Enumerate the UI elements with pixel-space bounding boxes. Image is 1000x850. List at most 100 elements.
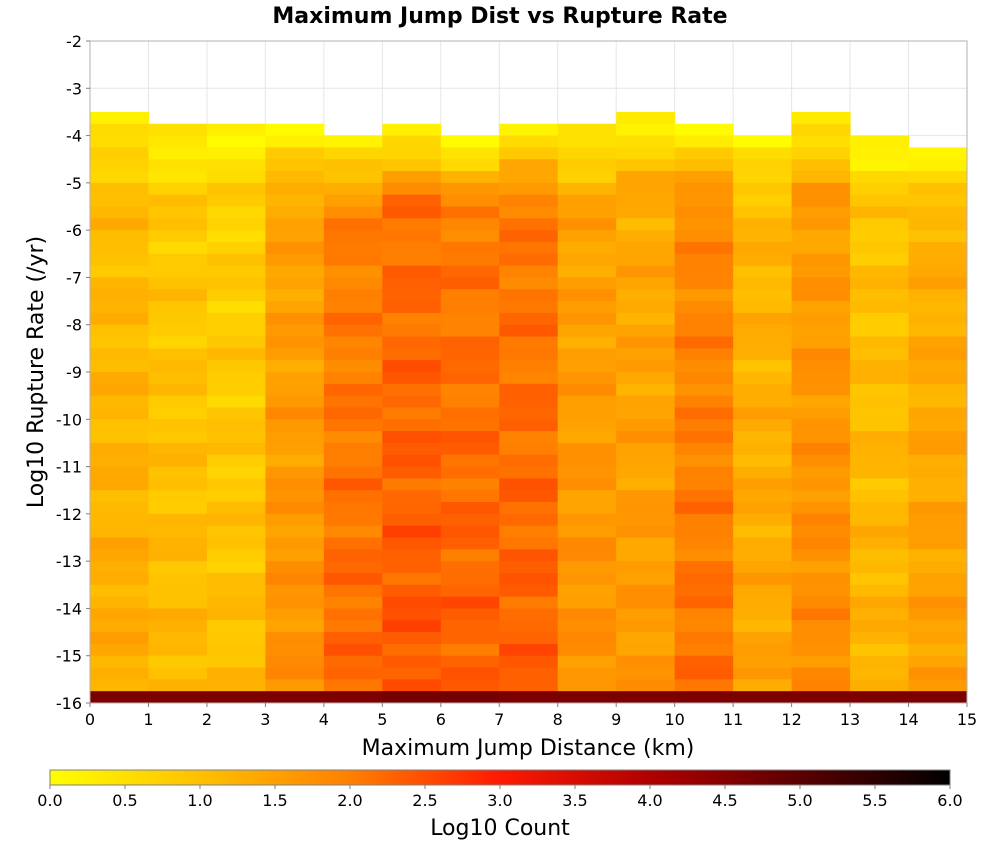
y-tick-label: -3 bbox=[66, 79, 82, 98]
heatmap-cell bbox=[206, 360, 266, 373]
heatmap-cell bbox=[791, 312, 851, 326]
heatmap-cell bbox=[908, 442, 968, 456]
heatmap-cell bbox=[148, 348, 208, 361]
heatmap-cell bbox=[499, 360, 559, 373]
heatmap-cell bbox=[148, 466, 208, 479]
heatmap-cell bbox=[674, 549, 734, 562]
heatmap-cell bbox=[850, 454, 910, 468]
heatmap-cell bbox=[850, 301, 910, 314]
heatmap-cell bbox=[148, 584, 208, 598]
heatmap-cell bbox=[499, 679, 559, 692]
heatmap-cell bbox=[440, 171, 500, 184]
heatmap-cell bbox=[323, 490, 383, 503]
heatmap-cell bbox=[148, 596, 208, 609]
heatmap-cell bbox=[791, 549, 851, 562]
heatmap-cell bbox=[323, 312, 383, 326]
heatmap-cell bbox=[206, 691, 266, 704]
heatmap-cell bbox=[733, 691, 793, 704]
heatmap-cell bbox=[616, 442, 676, 456]
heatmap-cell bbox=[323, 265, 383, 278]
colorbar-tick-label: 1.5 bbox=[262, 791, 287, 810]
y-tick-label: -9 bbox=[66, 363, 82, 382]
heatmap-cell bbox=[850, 513, 910, 527]
heatmap-cell bbox=[382, 407, 442, 420]
heatmap-cell bbox=[382, 584, 442, 598]
heatmap-cell bbox=[440, 478, 500, 491]
heatmap-cell bbox=[557, 135, 617, 148]
heatmap-cell bbox=[382, 395, 442, 408]
heatmap-cell bbox=[616, 289, 676, 302]
heatmap-cell bbox=[90, 478, 149, 491]
heatmap-cell bbox=[499, 194, 559, 207]
heatmap-cell bbox=[850, 466, 910, 479]
heatmap-cell bbox=[557, 372, 617, 385]
heatmap-cell bbox=[733, 277, 793, 290]
heatmap-cell bbox=[382, 253, 442, 267]
heatmap-cell bbox=[850, 147, 910, 160]
heatmap-cell bbox=[674, 584, 734, 598]
x-tick-label: 1 bbox=[143, 710, 153, 729]
heatmap-cell bbox=[206, 171, 266, 184]
heatmap-cell bbox=[557, 490, 617, 503]
colorbar-tick-label: 0.0 bbox=[37, 791, 62, 810]
heatmap-cell bbox=[616, 679, 676, 692]
heatmap-cell bbox=[440, 490, 500, 503]
heatmap-cell bbox=[557, 525, 617, 538]
heatmap-cell bbox=[791, 572, 851, 586]
heatmap-cell bbox=[733, 194, 793, 207]
heatmap-cell bbox=[148, 454, 208, 468]
heatmap-cell bbox=[733, 253, 793, 267]
heatmap-cell bbox=[499, 395, 559, 408]
heatmap-cell bbox=[440, 466, 500, 479]
heatmap-cell bbox=[382, 608, 442, 621]
y-tick-label: -12 bbox=[56, 505, 82, 524]
heatmap-cell bbox=[557, 572, 617, 586]
heatmap-cell bbox=[148, 135, 208, 148]
heatmap-cell bbox=[265, 182, 325, 196]
heatmap-cell bbox=[791, 419, 851, 432]
colorbar-tick-label: 2.0 bbox=[337, 791, 362, 810]
heatmap-cell bbox=[323, 372, 383, 385]
heatmap-cell bbox=[265, 277, 325, 290]
heatmap-cell bbox=[206, 348, 266, 361]
heatmap-cell bbox=[616, 265, 676, 278]
heatmap-cell bbox=[323, 194, 383, 207]
heatmap-cell bbox=[148, 324, 208, 338]
heatmap-cell bbox=[850, 277, 910, 290]
heatmap-cell bbox=[733, 620, 793, 633]
heatmap-cell bbox=[148, 123, 208, 137]
heatmap-cell bbox=[791, 431, 851, 444]
heatmap-cell bbox=[791, 691, 851, 704]
heatmap-cell bbox=[323, 572, 383, 586]
heatmap-cell bbox=[265, 584, 325, 598]
x-tick-label: 6 bbox=[436, 710, 446, 729]
heatmap-cell bbox=[557, 383, 617, 397]
heatmap-cell bbox=[440, 549, 500, 562]
x-tick-label: 5 bbox=[377, 710, 387, 729]
heatmap-cell bbox=[265, 407, 325, 420]
heatmap-cell bbox=[557, 620, 617, 633]
x-tick-label: 13 bbox=[840, 710, 860, 729]
heatmap-cell bbox=[733, 466, 793, 479]
heatmap-cell bbox=[908, 431, 968, 444]
heatmap-cell bbox=[850, 206, 910, 219]
heatmap-cell bbox=[616, 632, 676, 645]
heatmap-cell bbox=[908, 383, 968, 397]
heatmap-cell bbox=[323, 395, 383, 408]
heatmap-cell bbox=[674, 301, 734, 314]
heatmap-cell bbox=[148, 407, 208, 420]
heatmap-cell bbox=[616, 383, 676, 397]
heatmap-cell bbox=[499, 596, 559, 609]
heatmap-cell bbox=[265, 513, 325, 527]
heatmap-cell bbox=[499, 454, 559, 468]
heatmap-cell bbox=[323, 549, 383, 562]
heatmap-cell bbox=[265, 265, 325, 278]
heatmap-cell bbox=[148, 632, 208, 645]
heatmap-cell bbox=[733, 643, 793, 657]
heatmap-cell bbox=[499, 561, 559, 574]
heatmap-cell bbox=[382, 336, 442, 349]
heatmap-cell bbox=[90, 159, 149, 172]
colorbar bbox=[49, 769, 951, 786]
heatmap-cell bbox=[206, 182, 266, 196]
heatmap-cell bbox=[733, 537, 793, 550]
